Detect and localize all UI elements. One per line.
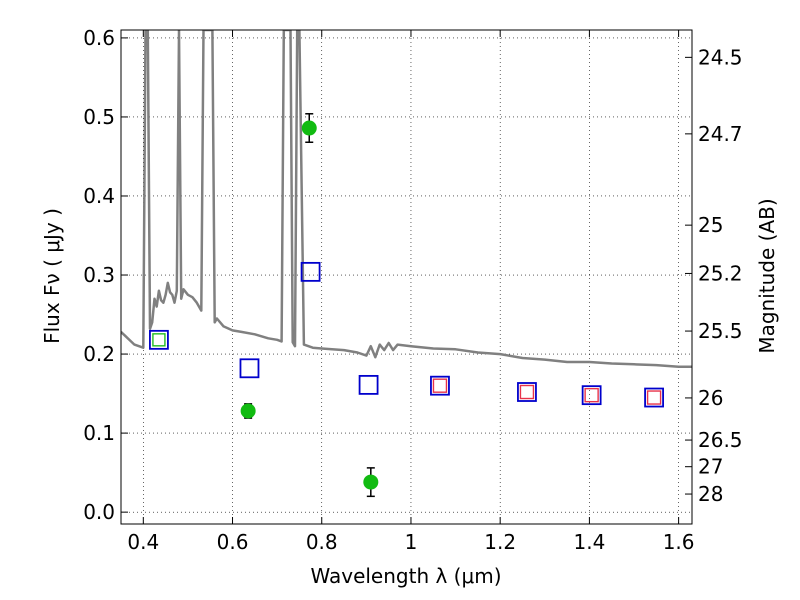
plot-frame — [120, 29, 693, 525]
model-flux-marker — [149, 329, 169, 350]
y2-tick-label: 25 — [698, 213, 723, 237]
y-tick-label: 0.5 — [83, 105, 115, 129]
model-flux-marker — [644, 387, 664, 408]
x-tick-label: 0.8 — [306, 530, 338, 554]
y2-tick-label: 24.7 — [698, 122, 743, 146]
green-inner-marker — [152, 333, 166, 347]
observed-flux-inner-marker — [432, 378, 448, 393]
observed-flux-inner-marker — [519, 384, 535, 400]
ticks: 0.4 0.6 0.8 1 1.2 1.4 1.6 0.0 0.1 0.2 0.3 0.4 0.5 0.6… — [83, 26, 742, 554]
y2-axis-label: Magnitude (AB) — [755, 198, 779, 353]
x-tick-label: 0.6 — [217, 530, 249, 554]
photometry-point — [363, 474, 379, 490]
x-axis-label: Wavelength λ (μm) — [310, 564, 501, 588]
model-flux-marker — [517, 382, 537, 402]
y2-tick-label: 24.5 — [698, 45, 743, 69]
photometry-point — [240, 403, 256, 419]
y-tick-label: 0.4 — [83, 184, 115, 208]
x-tick-label: 0.4 — [127, 530, 159, 554]
y-tick-label: 0.3 — [83, 263, 115, 287]
x-tick-label: 1.6 — [663, 530, 695, 554]
y2-tick-label: 25.2 — [698, 261, 743, 285]
model-flux-marker — [430, 375, 450, 396]
y-axis-label: Flux Fν ( μJy ) — [40, 208, 64, 344]
observed-flux-inner-marker — [584, 387, 599, 403]
grid — [121, 30, 692, 524]
model-flux-marker — [358, 374, 379, 395]
y-tick-label: 0.1 — [83, 421, 115, 445]
y-tick-label: 0.2 — [83, 342, 115, 366]
plot-clip-group — [121, 30, 692, 368]
x-tick-label: 1.2 — [484, 530, 516, 554]
markers — [149, 113, 664, 498]
y2-tick-label: 25.5 — [698, 319, 743, 343]
y2-tick-label: 27 — [698, 455, 723, 479]
observed-flux-inner-marker — [646, 390, 662, 405]
x-tick-label: 1.4 — [573, 530, 605, 554]
model-flux-marker — [300, 261, 321, 282]
y-tick-label: 0.6 — [83, 26, 115, 50]
model-flux-marker — [581, 385, 602, 406]
y-tick-label: 0.0 — [83, 500, 115, 524]
sed-model-line — [121, 30, 692, 368]
x-tick-label: 1 — [405, 530, 418, 554]
y2-tick-label: 26.5 — [698, 428, 743, 452]
model-flux-marker — [239, 358, 260, 379]
photometry-point — [301, 120, 317, 136]
y2-tick-label: 26 — [698, 386, 723, 410]
y2-tick-label: 28 — [698, 482, 723, 506]
